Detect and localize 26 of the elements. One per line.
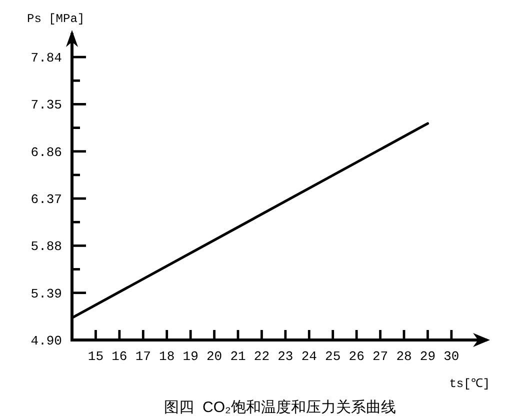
y-tick-label: 6.86 xyxy=(30,144,62,160)
x-tick-label: 25 xyxy=(325,349,341,364)
x-tick-label: 16 xyxy=(112,349,128,364)
y-tick-label: 5.88 xyxy=(30,239,62,254)
y-tick-label: 6.37 xyxy=(30,192,62,208)
y-axis-title: Ps [MPa] xyxy=(27,12,85,26)
x-tick-label: 27 xyxy=(372,349,388,364)
x-tick-label: 26 xyxy=(348,349,364,364)
x-tick-label: 20 xyxy=(206,349,222,364)
x-tick-label: 15 xyxy=(88,349,104,364)
x-tick-label: 17 xyxy=(135,349,151,364)
x-tick-label: 30 xyxy=(444,349,460,364)
y-tick-label: 4.90 xyxy=(30,334,62,348)
x-axis-title: ts[℃] xyxy=(449,377,490,391)
x-tick-label: 19 xyxy=(182,349,198,364)
x-tick-label: 28 xyxy=(396,349,412,364)
x-tick-label: 29 xyxy=(420,349,436,364)
x-tick-label: 21 xyxy=(230,349,246,364)
text: 图四 CO₂饱和温度和压力关系曲线 xyxy=(164,399,396,416)
x-tick-label: 24 xyxy=(301,349,318,364)
x-tick-label: 23 xyxy=(278,349,294,364)
x-tick-label: 22 xyxy=(254,349,270,364)
y-tick-label: 7.84 xyxy=(30,50,62,66)
y-tick-label: 5.39 xyxy=(30,286,62,302)
y-tick-label: 7.35 xyxy=(30,98,62,113)
x-tick-label: 18 xyxy=(159,349,175,364)
